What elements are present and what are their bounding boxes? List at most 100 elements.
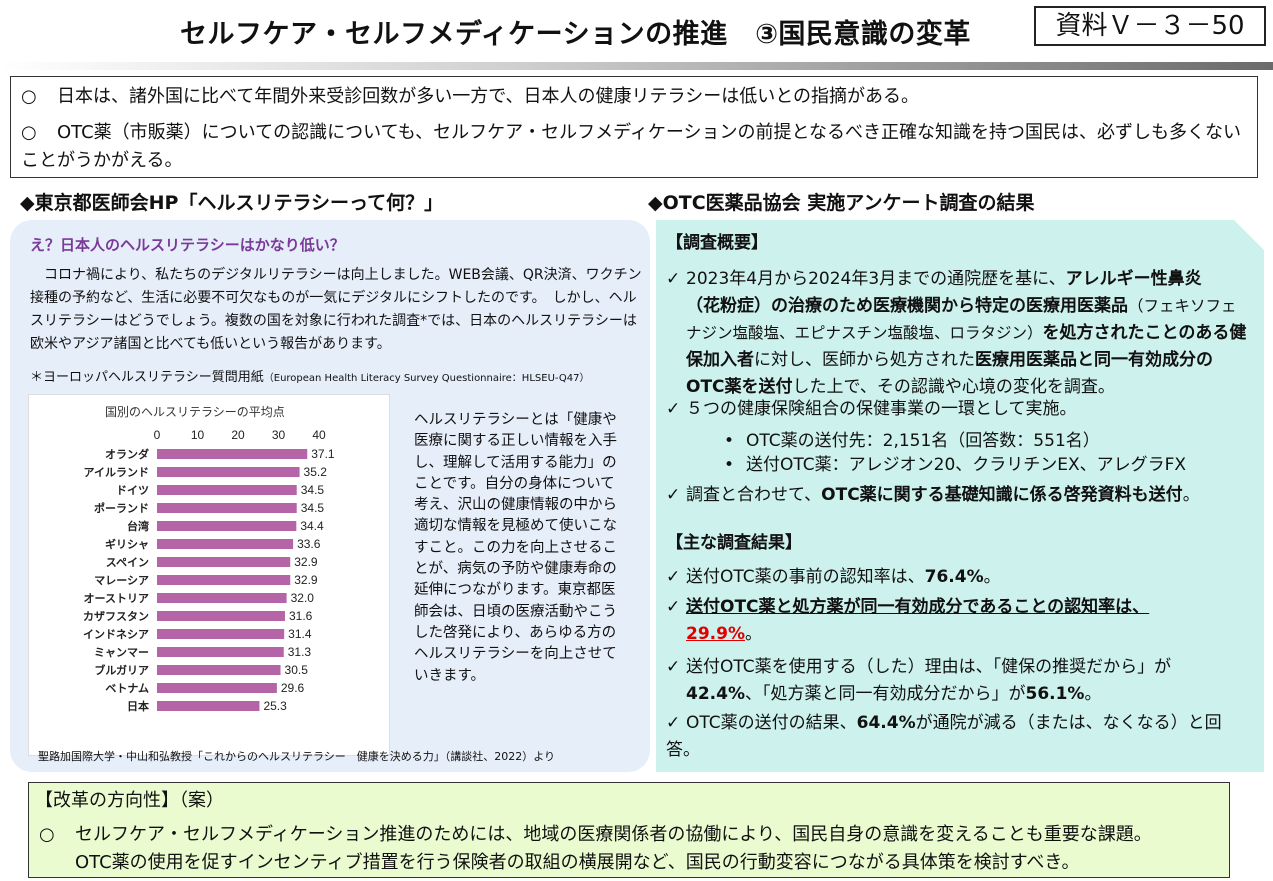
bar: [157, 683, 277, 693]
value-label: 32.9: [294, 573, 318, 587]
text-bold: 56.1%: [1025, 684, 1085, 704]
overview-item-2: ✓ ５つの健康保険組合の保健事業の一環として実施。: [666, 396, 1077, 423]
check-icon: ✓: [666, 713, 681, 733]
text-bold: 42.4%: [686, 684, 745, 704]
bar: [157, 467, 300, 477]
bar: [157, 557, 291, 567]
value-label: 34.4: [300, 519, 324, 533]
text: セルフケア・セルフメディケーション推進のためには、地域の医療関係者の協働により、…: [75, 824, 1152, 845]
text-bold: を処方されたことのある健保加入者: [686, 323, 1247, 370]
left-section-heading: ◆東京都医師会HP「ヘルスリテラシーって何？」: [20, 192, 444, 214]
check-icon: ✓: [666, 567, 681, 587]
category-label: カザフスタン: [83, 610, 149, 623]
bar: [157, 701, 260, 711]
reform-direction-box: 【改革の方向性】（案） ○ セルフケア・セルフメディケーション推進のためには、地域…: [28, 782, 1230, 878]
result-item-1: ✓ 送付OTC薬の事前の認知率は、76.4%。: [666, 564, 1001, 591]
text: 。: [983, 567, 1001, 587]
footnote-sub: （European Health Literacy Survey Questio…: [263, 373, 590, 384]
check-icon: ✓: [666, 485, 681, 505]
text: した上で、その認識や心境の変化を調査。: [792, 377, 1115, 397]
text: 送付OTC薬の事前の認知率は、: [686, 567, 925, 587]
category-label: 台湾: [127, 519, 149, 533]
category-label: アイルランド: [84, 466, 149, 479]
reform-heading: 【改革の方向性】（案）: [35, 790, 224, 811]
reform-line-1: ○ セルフケア・セルフメディケーション推進のためには、地域の医療関係者の協働により…: [39, 821, 1152, 849]
check-icon: ✓: [666, 399, 681, 419]
overview-heading: 【調査概要】: [666, 233, 768, 253]
text-bold: （花粉症）の治療のため医療機関から特定の医療用医薬品: [686, 296, 1128, 316]
bullet-marker: ○: [21, 86, 37, 107]
survey-results-panel: 【調査概要】 ✓ 2023年4月から2024年3月までの通院歴を基に、アレルギー性…: [656, 220, 1264, 772]
category-label: インドネシア: [83, 628, 149, 641]
category-label: オランダ: [105, 447, 149, 461]
bar: [157, 665, 281, 675]
category-label: ベトナム: [105, 682, 149, 695]
value-label: 29.6: [281, 681, 305, 695]
check-icon: ✓: [666, 597, 681, 617]
category-label: マレーシア: [94, 574, 149, 587]
bar: [157, 503, 297, 513]
text: ５つの健康保険組合の保健事業の一環として実施。: [686, 399, 1077, 419]
category-label: 日本: [127, 699, 149, 713]
result-item-3: ✓ 送付OTC薬を使用する（した）理由は、「健保の推奨だから」が 42.4%、「処方…: [666, 654, 1246, 708]
panel-question: え？日本人のヘルスリテラシーはかなり低い？: [30, 236, 345, 254]
category-label: ポーランド: [94, 501, 149, 515]
survey-footnote: ＊ヨーロッパヘルスリテラシー質問用紙（European Health Liter…: [30, 366, 589, 385]
value-label: 31.4: [288, 627, 312, 641]
x-tick-label: 0: [154, 428, 161, 442]
title-divider: [0, 62, 1273, 70]
intro-bullet-1: ○ 日本は、諸外国に比べて年間外来受診回数が多い一方で、日本人の健康リテラシーは低…: [21, 83, 919, 111]
x-tick-label: 10: [191, 428, 205, 442]
health-literacy-chart: 国別のヘルスリテラシーの平均点 0 10 20 30 40 オランダ 37.1 アイルランド 3…: [28, 394, 390, 756]
document-id-box: 資料Ｖ－３－50: [1034, 6, 1266, 46]
value-label: 25.3: [263, 699, 287, 713]
check-icon: ✓: [666, 269, 681, 289]
overview-subitem-2: • 送付OTC薬：アレジオン20、クラリチンEX、アレグラFX: [724, 452, 1186, 479]
x-tick-label: 20: [231, 428, 245, 442]
highlight-value: 29.9%: [686, 624, 745, 644]
footnote-main: ＊ヨーロッパヘルスリテラシー質問用紙: [30, 370, 264, 385]
text: に対し、医師から処方された: [754, 350, 975, 370]
value-label: 32.0: [291, 591, 315, 605]
page-title: セルフケア・セルフメディケーションの推進 ③国民意識の変革: [180, 19, 971, 50]
health-literacy-panel: え？日本人のヘルスリテラシーはかなり低い？ コロナ禍により、私たちのデジタルリテ…: [10, 220, 650, 772]
right-section-heading: ◆OTC医薬品協会 実施アンケート調査の結果: [648, 192, 1035, 214]
value-label: 37.1: [311, 447, 335, 461]
result-item-2: ✓ 送付OTC薬と処方薬が同一有効成分であることの認知率は、 29.9%。: [666, 594, 1246, 648]
text-bold: アレルギー性鼻炎: [1065, 269, 1202, 289]
value-label: 31.3: [288, 645, 312, 659]
category-label: ドイツ: [116, 484, 149, 497]
text: が通院が減る（または、なくなる）と回答。: [666, 713, 1222, 760]
x-tick-label: 30: [272, 428, 286, 442]
results-heading: 【主な調査結果】: [666, 533, 802, 553]
value-label: 31.6: [289, 609, 313, 623]
chart-source: 聖路加国際大学・中山和弘教授「これからのヘルスリテラシー 健康を決める力」（講談…: [38, 750, 556, 763]
dot-marker: •: [724, 455, 735, 475]
text-bold: 医療用医薬品と同一有効成分のOTC薬を送付: [686, 350, 1213, 397]
chart-title: 国別のヘルスリテラシーの平均点: [105, 405, 285, 419]
text-bold: OTC薬に関する基礎知識に係る啓発資料も送付: [821, 485, 1183, 505]
value-label: 34.5: [301, 483, 325, 497]
value-label: 33.6: [297, 537, 321, 551]
chart-svg: 0 10 20 30 40 オランダ 37.1 アイルランド 35.2 ドイツ 34.5 ポーランド 3…: [83, 428, 335, 713]
reform-line-2: OTC薬の使用を促すインセンティブ措置を行う保険者の取組の横展開など、国民の行動…: [75, 852, 1080, 873]
text: 。: [1182, 485, 1200, 505]
category-label: ギリシャ: [105, 537, 149, 551]
result-item-4: ✓ OTC薬の送付の結果、64.4%が通院が減る（または、なくなる）と回答。: [666, 710, 1246, 764]
text: OTC薬の送付先：2,151名（回答数：551名）: [746, 431, 1100, 451]
text-bold: 送付OTC薬と処方薬が同一有効成分であることの認知率は、: [686, 597, 1150, 617]
overview-item-1: ✓ 2023年4月から2024年3月までの通院歴を基に、アレルギー性鼻炎: [666, 266, 1246, 293]
category-label: スペイン: [106, 556, 149, 569]
bar: [157, 539, 294, 549]
text: 調査と合わせて、: [686, 485, 822, 505]
intro-box: ○ 日本は、諸外国に比べて年間外来受診回数が多い一方で、日本人の健康リテラシーは低…: [10, 76, 1258, 178]
overview-item-3: ✓ 調査と合わせて、OTC薬に関する基礎知識に係る啓発資料も送付。: [666, 482, 1200, 509]
bar: [157, 449, 308, 459]
text: OTC薬の送付の結果、: [686, 713, 857, 733]
panel-paragraph: コロナ禍により、私たちのデジタルリテラシーは向上しました。WEB会議、QR決済、…: [30, 267, 642, 352]
bar: [157, 647, 284, 657]
bullet-marker: ○: [39, 824, 55, 845]
category-label: オーストリア: [84, 592, 149, 605]
check-icon: ✓: [666, 657, 681, 677]
overview-item-1-cont: （花粉症）の治療のため医療機関から特定の医療用医薬品（フェキソフェナジン塩酸塩、…: [686, 293, 1248, 401]
